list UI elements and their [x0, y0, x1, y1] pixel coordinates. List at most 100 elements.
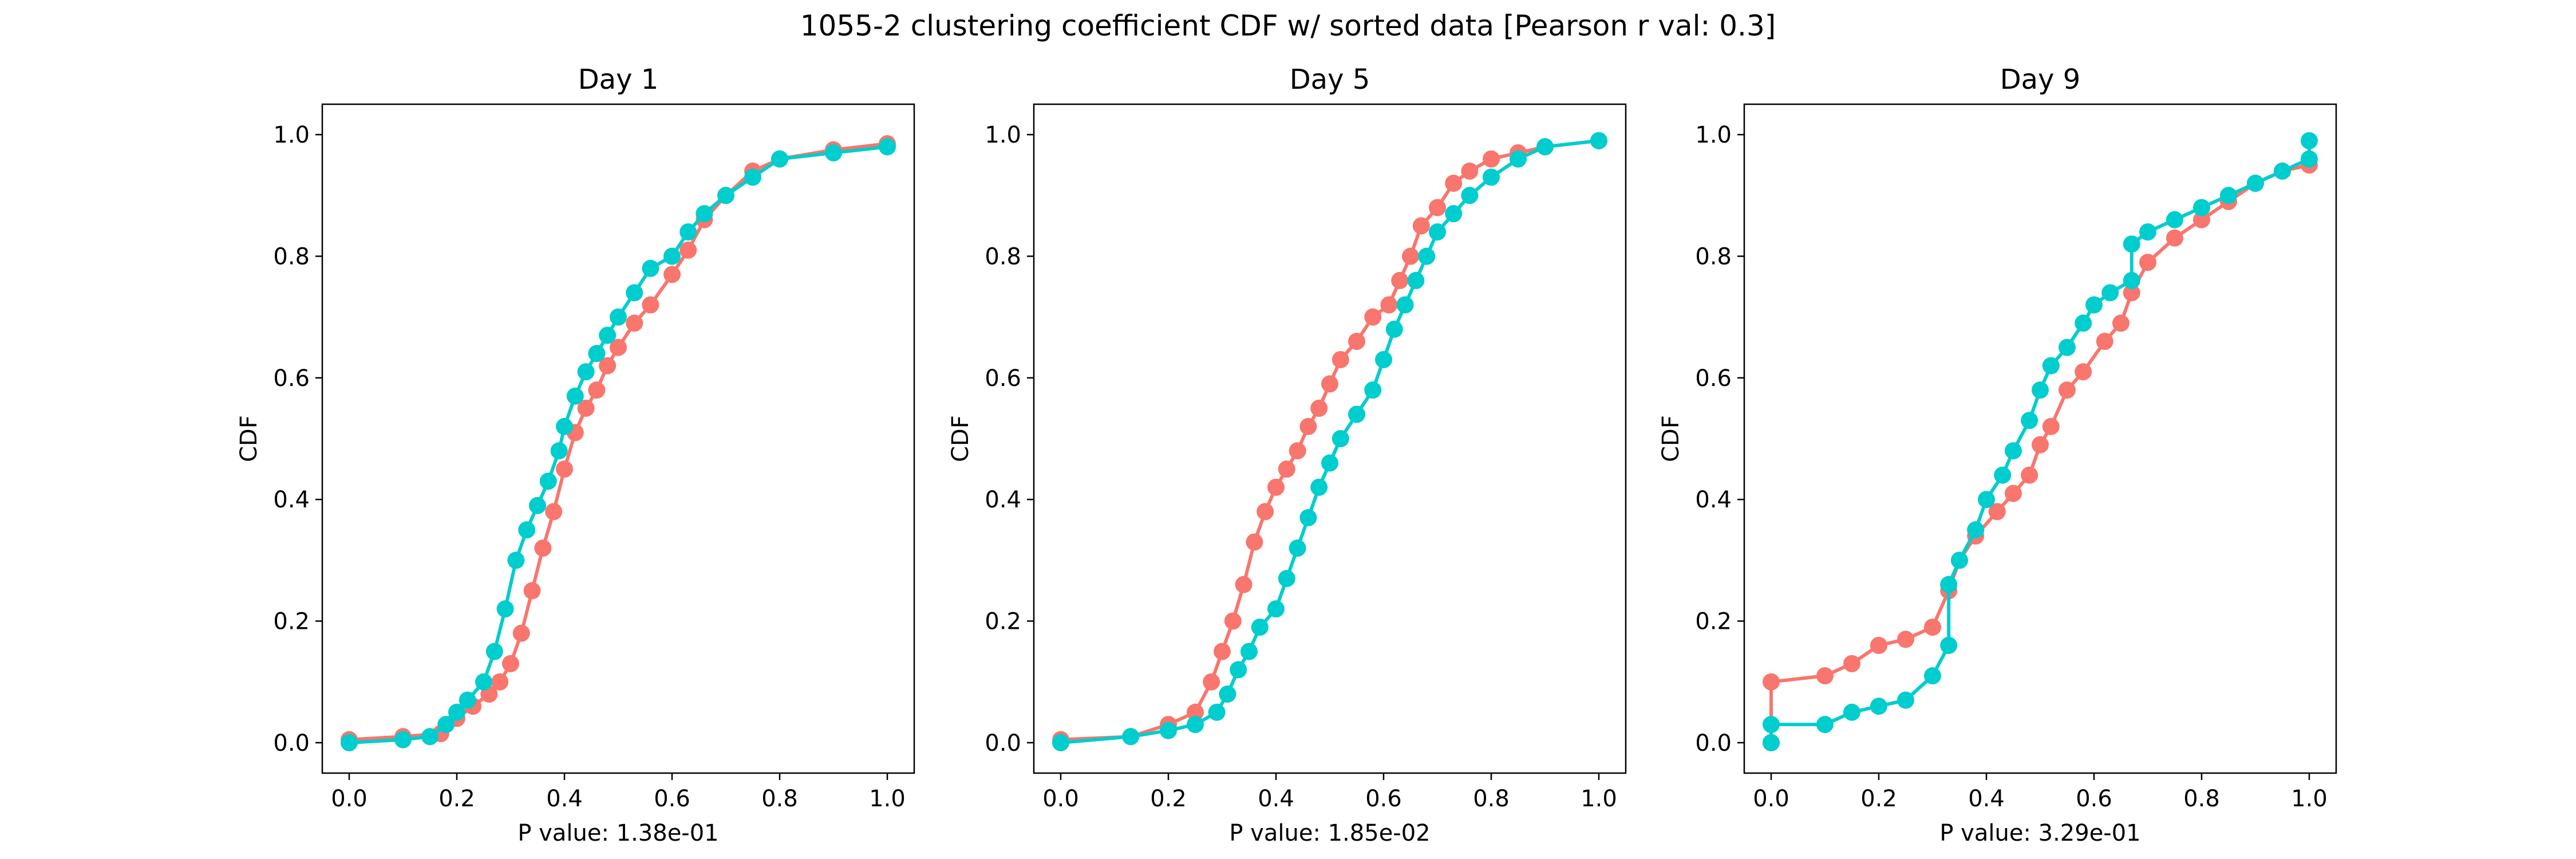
- y-tick-label: 0.4: [273, 487, 310, 513]
- y-tick-label: 1.0: [1695, 122, 1732, 148]
- y-axis-label: CDF: [236, 415, 262, 462]
- data-point: [1235, 576, 1253, 593]
- subplot-title: Day 5: [1290, 64, 1370, 96]
- y-tick-label: 0.4: [1695, 487, 1732, 513]
- data-point: [825, 144, 842, 161]
- x-tick-label: 0.8: [1473, 786, 1510, 812]
- data-point: [599, 357, 617, 375]
- data-point: [2085, 296, 2103, 314]
- data-point: [2301, 150, 2318, 168]
- data-point: [1208, 703, 1226, 721]
- data-point: [2123, 284, 2140, 302]
- x-tick-label: 1.0: [1581, 786, 1617, 812]
- data-point: [2021, 412, 2038, 430]
- data-point: [1278, 460, 1295, 478]
- data-point: [512, 624, 530, 642]
- data-point: [663, 266, 681, 283]
- data-point: [1267, 600, 1285, 618]
- data-point: [1203, 673, 1220, 691]
- data-point: [2021, 466, 2038, 484]
- data-point: [556, 417, 573, 435]
- data-point: [744, 168, 761, 186]
- data-point: [2301, 132, 2318, 149]
- data-point: [1590, 132, 1607, 149]
- data-point: [459, 691, 476, 709]
- x-axis-label: P value: 1.38e-01: [517, 820, 718, 846]
- data-point: [556, 460, 573, 478]
- data-point: [1219, 685, 1236, 703]
- subplot-day-1: 0.0 0.2 0.4 0.6 0.8 1.0 0.0 0.2 0.4 0.6 0.8 1.0 Day …: [236, 64, 915, 846]
- x-tick-label: 0.4: [546, 786, 583, 812]
- data-point: [1870, 637, 1887, 654]
- data-point: [610, 338, 627, 356]
- y-tick-label: 0.6: [1695, 365, 1732, 392]
- x-axis-label: P value: 1.85e-02: [1229, 820, 1430, 846]
- data-point: [475, 673, 492, 691]
- data-point: [2274, 162, 2291, 180]
- data-point: [1924, 667, 1941, 685]
- data-point: [1988, 503, 2006, 521]
- data-point: [771, 150, 788, 168]
- data-point: [437, 716, 455, 734]
- data-point: [1299, 509, 1317, 526]
- x-tick-label: 0.2: [1860, 786, 1897, 812]
- data-point: [1994, 466, 2012, 484]
- data-point: [1429, 199, 1446, 216]
- data-point: [599, 326, 617, 344]
- data-point: [1461, 187, 1479, 204]
- data-point: [2220, 187, 2237, 204]
- figure-title: 1055-2 clustering coefficient CDF w/ sor…: [800, 9, 1776, 42]
- data-point: [1816, 667, 1834, 685]
- data-point: [1967, 521, 1985, 539]
- series-line-1: [347, 142, 889, 742]
- subplots: 0.0 0.2 0.4 0.6 0.8 1.0 0.0 0.2 0.4 0.6 0.8 1.0 Day …: [236, 64, 2337, 846]
- y-tick-label: 0.2: [985, 609, 1021, 635]
- plot-frame: [1033, 103, 1627, 774]
- data-point: [1321, 454, 1338, 472]
- data-point: [1763, 734, 1780, 751]
- data-point: [2005, 484, 2022, 502]
- data-point: [1940, 637, 1958, 654]
- y-tick-label: 0.0: [1695, 730, 1732, 756]
- data-point: [1380, 296, 1398, 314]
- x-tick-label: 0.2: [438, 786, 475, 812]
- x-tick-label: 0.6: [1365, 786, 1402, 812]
- x-tick-label: 0.2: [1150, 786, 1187, 812]
- y-tick-label: 0.6: [985, 365, 1021, 392]
- y-tick-label: 0.2: [1695, 609, 1732, 635]
- data-point: [2193, 211, 2210, 228]
- x-tick-label: 0.6: [2076, 786, 2112, 812]
- data-point: [1402, 247, 1419, 265]
- data-point: [485, 643, 503, 660]
- data-point: [2166, 211, 2183, 228]
- x-tick-label: 0.0: [331, 786, 368, 812]
- data-point: [523, 582, 541, 600]
- x-tick-label: 1.0: [2291, 786, 2328, 812]
- data-point: [1924, 618, 1941, 636]
- data-point: [1763, 673, 1780, 691]
- data-point: [1870, 698, 1887, 715]
- data-point: [1224, 612, 1242, 630]
- data-point: [496, 600, 514, 618]
- data-point: [507, 551, 525, 569]
- data-point: [529, 497, 546, 514]
- subplot-title: Day 9: [2000, 64, 2081, 96]
- data-point: [2096, 333, 2113, 350]
- x-tick-label: 1.0: [869, 786, 906, 812]
- y-tick-label: 0.8: [985, 243, 1021, 270]
- data-point: [1257, 503, 1274, 521]
- data-point: [1321, 375, 1338, 393]
- plot-frame: [1743, 103, 2337, 774]
- y-axis-label: CDF: [947, 415, 974, 462]
- data-point: [1445, 205, 1463, 223]
- x-tick-label: 0.8: [2183, 786, 2220, 812]
- x-tick-label: 0.0: [1042, 786, 1079, 812]
- data-point: [421, 728, 438, 746]
- data-point: [577, 363, 595, 381]
- data-point: [1483, 168, 1500, 186]
- y-tick-label: 0.8: [273, 243, 310, 270]
- data-point: [2139, 254, 2156, 271]
- data-point: [1240, 643, 1258, 660]
